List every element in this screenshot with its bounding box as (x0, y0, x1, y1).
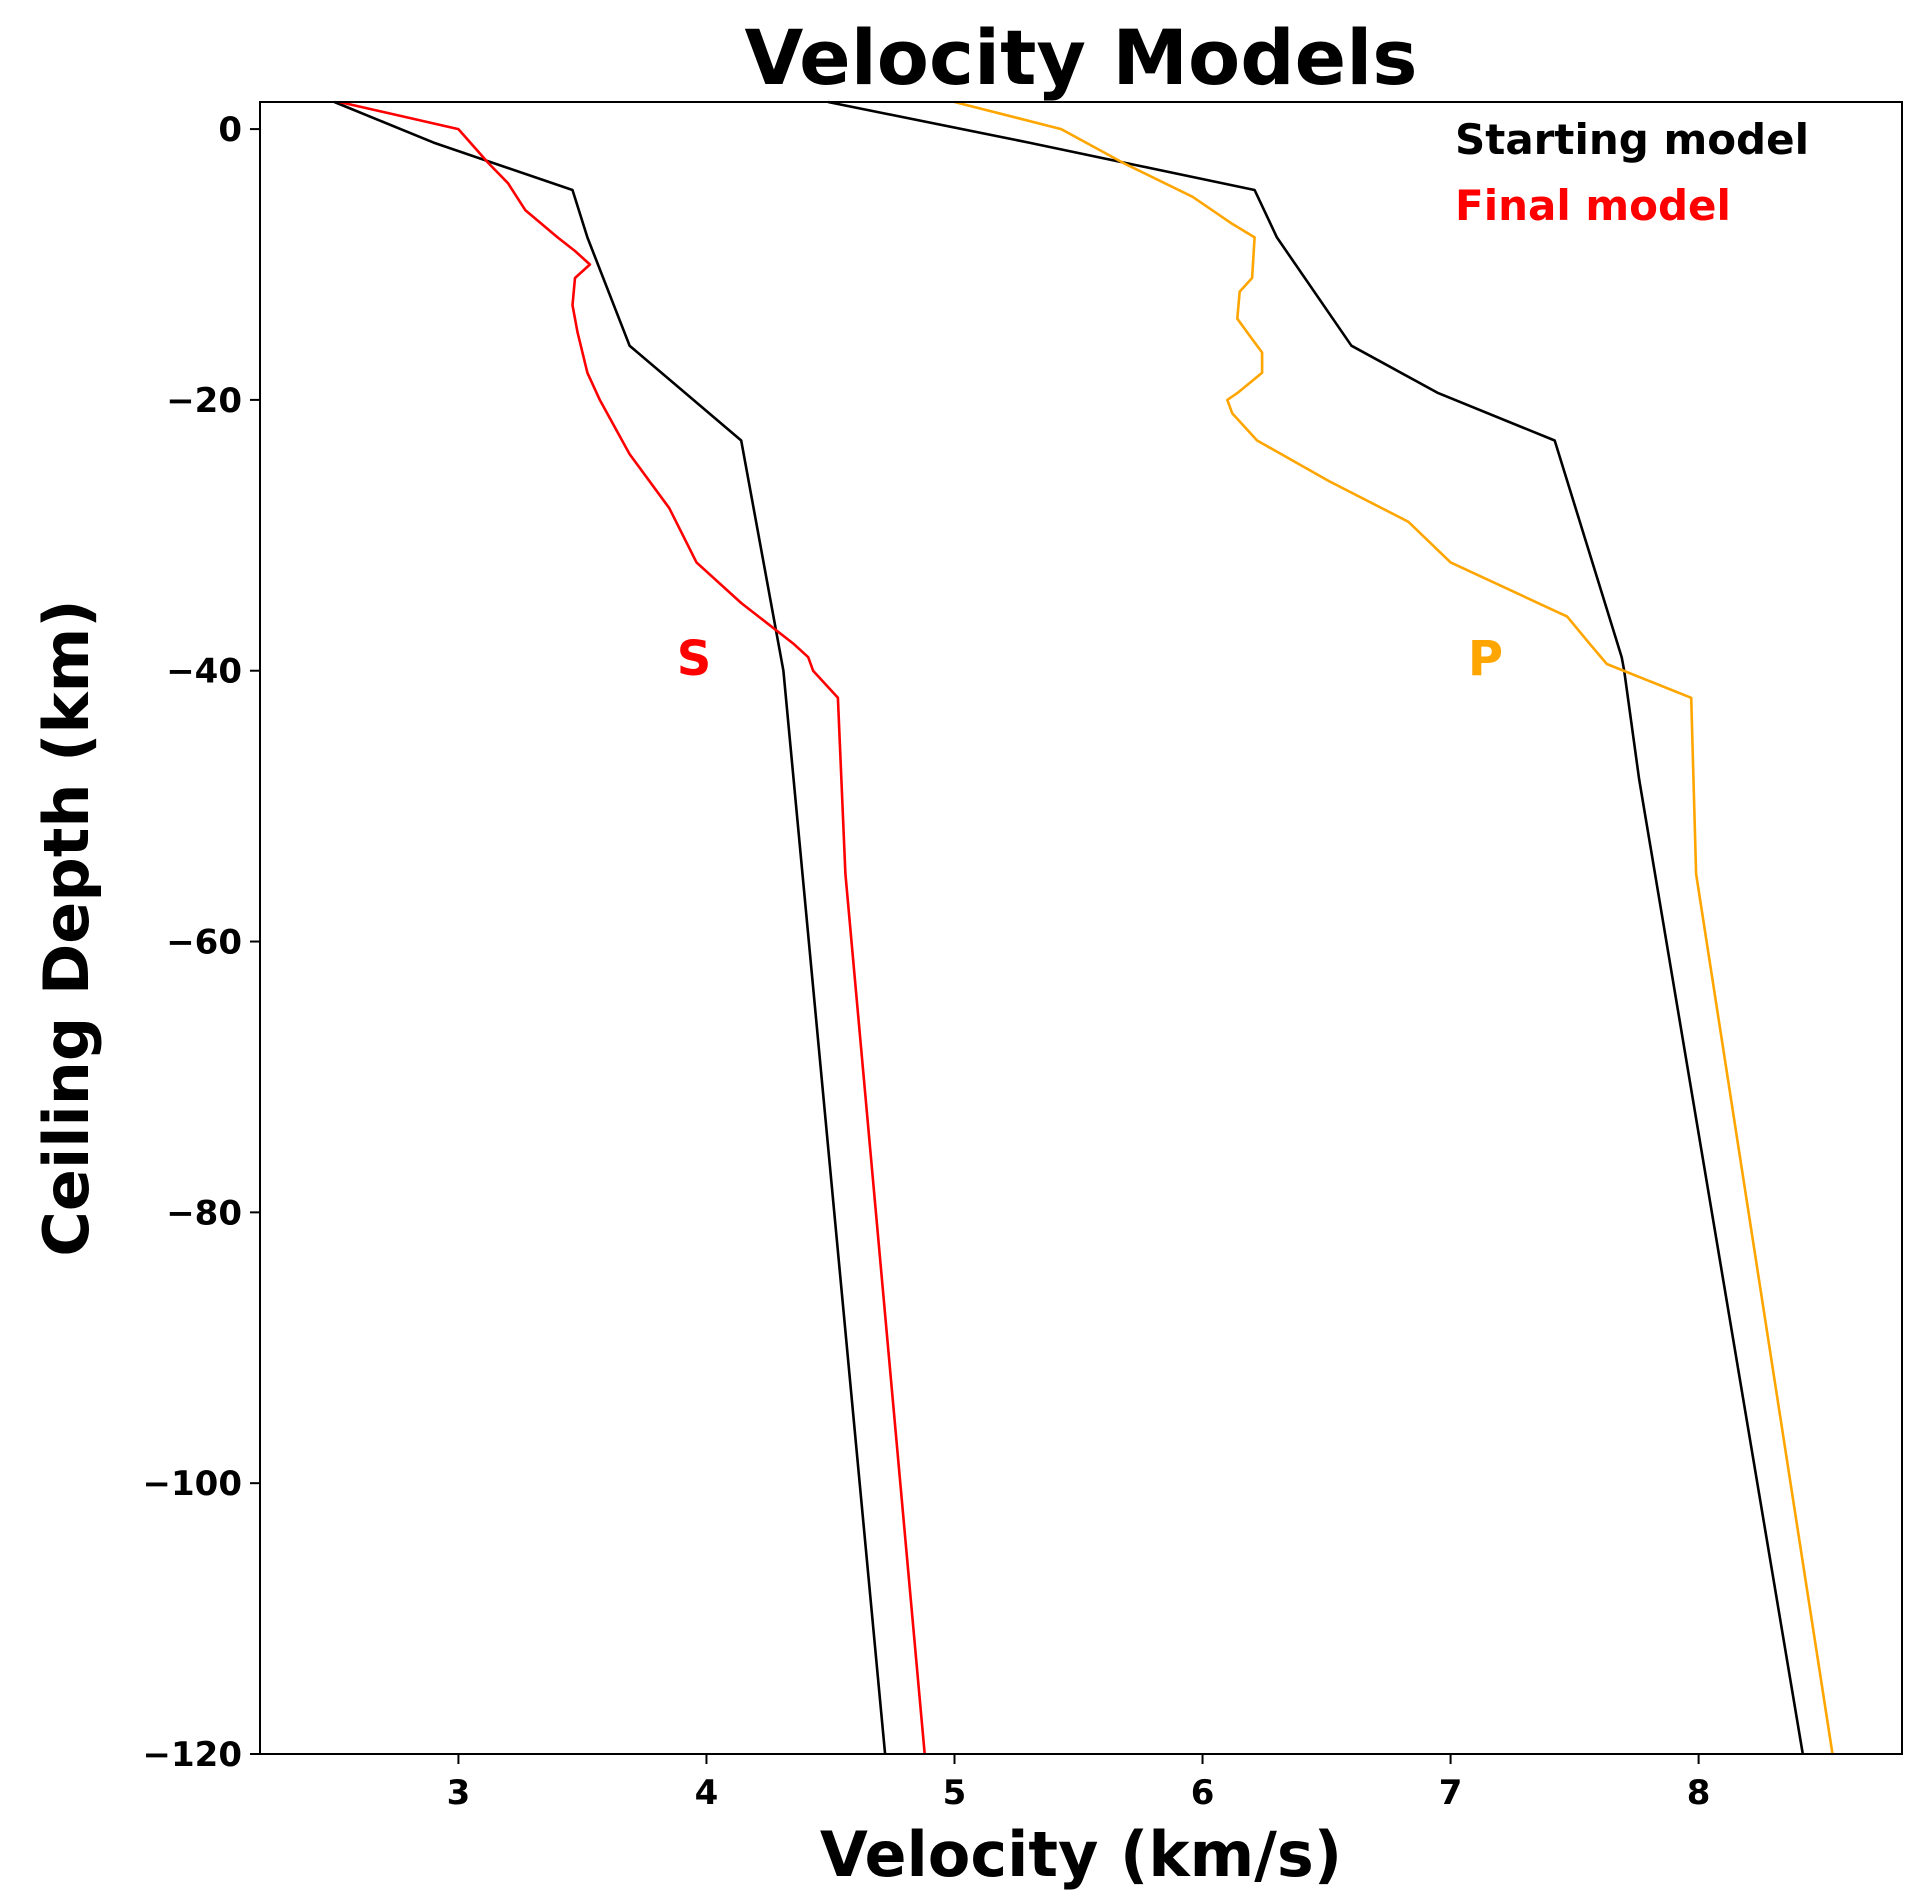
x-tick-label: 4 (695, 1773, 719, 1813)
y-tick-label: −20 (166, 381, 242, 421)
annotation-p: P (1468, 631, 1503, 687)
plot-layer (333, 100, 1834, 1755)
annotation-s: S (677, 631, 712, 687)
series-line-2 (827, 100, 1805, 1755)
legend-entry-1: Final model (1455, 181, 1731, 230)
y-tick-label: −60 (166, 923, 242, 963)
plot-frame (259, 101, 1903, 1755)
x-tick-label: 8 (1687, 1773, 1711, 1813)
y-axis-label: Ceiling Depth (km) (30, 599, 103, 1256)
x-tick-label: 5 (943, 1773, 967, 1813)
y-tick-label: 0 (218, 110, 242, 150)
legend-entry-0: Starting model (1455, 115, 1809, 164)
y-tick-label: −40 (166, 652, 242, 692)
x-tick-label: 7 (1439, 1773, 1463, 1813)
y-tick-label: −100 (143, 1464, 242, 1504)
chart-title: Velocity Models (745, 13, 1418, 102)
y-tick-label: −120 (143, 1735, 242, 1775)
x-tick-label: 3 (447, 1773, 471, 1813)
y-tick-label: −80 (166, 1193, 242, 1233)
ticks-layer: 3 4 5 6 7 8 0 −20 −40 −60 −80 −100 −120 (143, 110, 1711, 1813)
x-axis-label: Velocity (km/s) (820, 1818, 1342, 1891)
x-tick-label: 6 (1191, 1773, 1215, 1813)
series-line-1 (339, 100, 926, 1755)
series-line-3 (954, 100, 1834, 1755)
series-line-0 (333, 100, 887, 1755)
legend: Starting model Final model (1455, 115, 1809, 230)
